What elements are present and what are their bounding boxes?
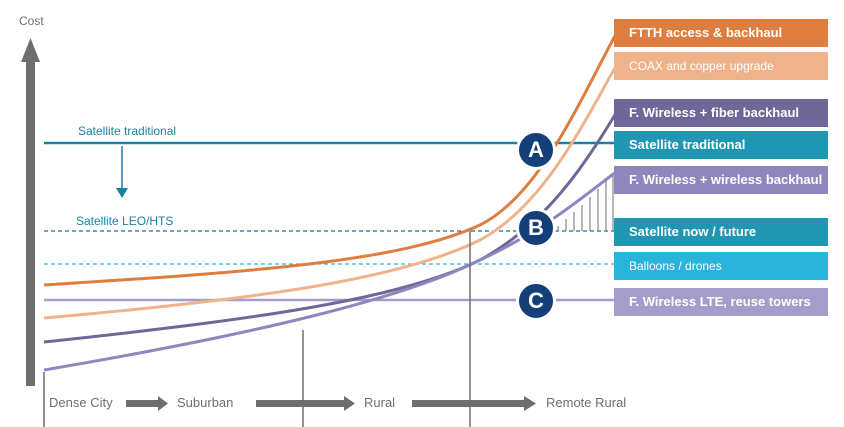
satellite-down-arrowhead bbox=[116, 188, 128, 198]
legend-coax: COAX and copper upgrade bbox=[614, 52, 828, 80]
stage-remote-rural: Remote Rural bbox=[546, 395, 627, 410]
legend-fwa-wireless: F. Wireless + wireless backhaul bbox=[614, 166, 828, 194]
stage-arrows bbox=[126, 396, 536, 411]
hatched-gap bbox=[557, 174, 614, 231]
legend-ftth: FTTH access & backhaul bbox=[614, 19, 828, 47]
marker-c: C bbox=[516, 281, 556, 321]
ftth-curve bbox=[43, 33, 618, 287]
marker-a: A bbox=[516, 130, 556, 170]
y-axis-label: Cost bbox=[19, 14, 44, 28]
fwa-wireless-curve bbox=[43, 170, 617, 372]
legend-satellite-traditional: Satellite traditional bbox=[614, 131, 828, 159]
legend-lte-towers: F. Wireless LTE, reuse towers bbox=[614, 288, 828, 316]
stage-dense-city: Dense City bbox=[49, 395, 113, 410]
coax-curve bbox=[43, 65, 618, 320]
legend-satellite-now-future: Satellite now / future bbox=[614, 218, 828, 246]
marker-b: B bbox=[516, 208, 556, 248]
satellite-traditional-annotation: Satellite traditional bbox=[78, 124, 177, 138]
y-axis bbox=[26, 58, 35, 386]
stage-suburban: Suburban bbox=[177, 395, 234, 410]
stage-rural: Rural bbox=[364, 395, 396, 410]
satellite-leo-annotation: Satellite LEO/HTS bbox=[76, 214, 174, 228]
legend-balloons: Balloons / drones bbox=[614, 252, 828, 280]
y-axis-arrowhead bbox=[21, 38, 40, 62]
legend-fwa-fiber: F. Wireless + fiber backhaul bbox=[614, 99, 828, 127]
